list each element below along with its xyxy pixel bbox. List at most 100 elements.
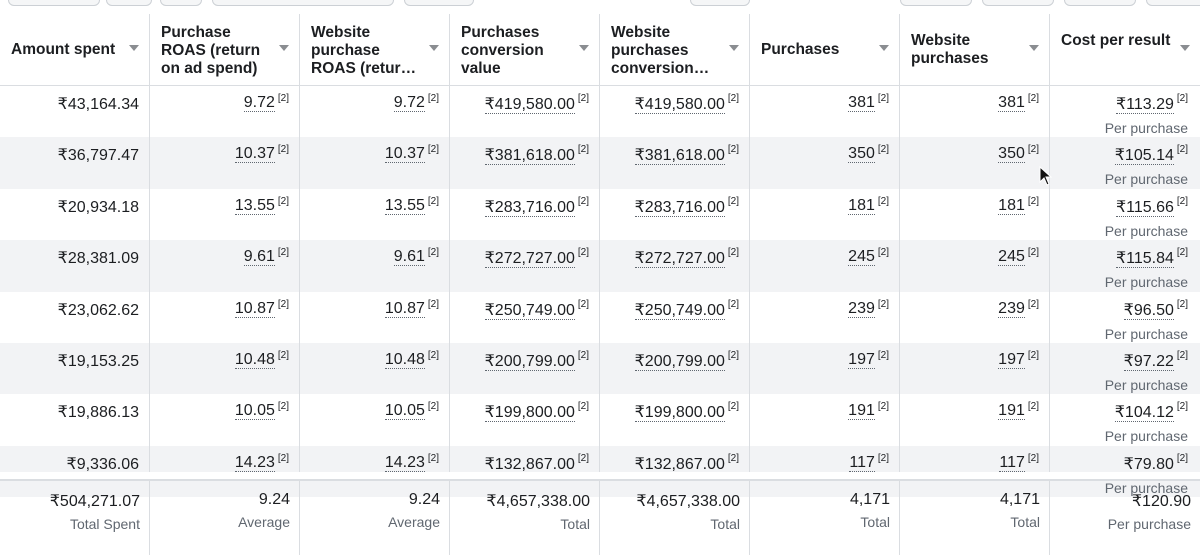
purchases-cell[interactable]: 239 [2] [750,291,900,343]
cell-link-value[interactable]: 10.48 [384,350,425,369]
cell-link-value[interactable]: ₹381,618.00 [634,147,725,166]
sort-caret-icon[interactable] [279,45,289,51]
purchases-cell[interactable]: 381 [2] [750,86,900,138]
website-purchase-roas-cell[interactable]: 9.61 [2] [300,240,450,292]
cell-link-value[interactable]: ₹283,716.00 [634,198,725,217]
toolbar-button[interactable] [982,0,1054,6]
conversion-value-cell[interactable]: ₹250,749.00 [2] [450,291,600,343]
column-header-purchases-conversion-value[interactable]: Purchases conversion value [450,14,600,86]
cell-link-value[interactable]: ₹250,749.00 [484,301,575,320]
purchases-cell[interactable]: 245 [2] [750,240,900,292]
purchase-roas-cell[interactable]: 10.37 [2] [150,137,300,189]
website-purchases-cell[interactable]: 181 [2] [900,188,1050,241]
toolbar-button[interactable] [690,0,750,6]
website-conversion-value-cell[interactable]: ₹200,799.00 [2] [600,342,750,395]
cell-link-value[interactable]: 181 [998,196,1025,215]
cell-link-value[interactable]: 245 [848,248,875,267]
sort-caret-icon[interactable] [129,45,139,51]
cell-link-value[interactable]: 381 [848,94,875,112]
purchase-roas-cell[interactable]: 9.72 [2] [150,86,300,138]
website-purchases-cell[interactable]: 197 [2] [900,342,1050,395]
cost-per-result-cell[interactable]: ₹104.12 [2] Per purchase [1050,394,1200,445]
cell-link-value[interactable]: 117 [999,453,1025,472]
website-conversion-value-cell[interactable]: ₹272,727.00 [2] [600,240,750,292]
toolbar-button[interactable] [106,0,152,6]
conversion-value-cell[interactable]: ₹283,716.00 [2] [450,188,600,241]
cost-per-result-cell[interactable]: ₹79.80 [2] Per purchase [1050,445,1200,498]
cell-link-value[interactable]: ₹96.50 [1123,301,1174,320]
sort-caret-icon[interactable] [1029,45,1039,51]
cell-link-value[interactable]: 14.23 [234,453,275,472]
cell-link-value[interactable]: ₹200,799.00 [484,352,575,371]
website-purchase-roas-cell[interactable]: 14.23 [2] [300,445,450,498]
cost-per-result-cell[interactable]: ₹105.14 [2] Per purchase [1050,137,1200,189]
cell-link-value[interactable]: 350 [848,145,875,164]
toolbar-button[interactable] [212,0,394,6]
sort-caret-icon[interactable] [879,45,889,51]
website-purchases-cell[interactable]: 245 [2] [900,240,1050,292]
cell-link-value[interactable]: 14.23 [384,453,425,472]
column-header-website-purchases-conversion[interactable]: Website purchases conversion… [600,14,750,86]
cost-per-result-cell[interactable]: ₹96.50 [2] Per purchase [1050,292,1200,343]
website-purchases-cell[interactable]: 239 [2] [900,291,1050,343]
cell-link-value[interactable]: 10.87 [384,299,425,318]
cost-per-result-cell[interactable]: ₹97.22 [2] Per purchase [1050,342,1200,395]
purchase-roas-cell[interactable]: 14.23 [2] [150,445,300,498]
cell-link-value[interactable]: ₹200,799.00 [634,352,725,371]
cost-per-result-cell[interactable]: ₹113.29 [2] Per purchase [1050,86,1200,137]
cell-link-value[interactable]: 10.05 [384,402,425,421]
cell-link-value[interactable]: ₹132,867.00 [484,455,575,474]
cell-link-value[interactable]: ₹97.22 [1123,352,1174,371]
sort-caret-icon[interactable] [1180,45,1190,51]
purchase-roas-cell[interactable]: 9.61 [2] [150,240,300,292]
toolbar-button[interactable] [160,0,202,6]
cell-link-value[interactable]: 381 [998,94,1025,112]
purchases-cell[interactable]: 191 [2] [750,394,900,446]
column-header-purchase-roas[interactable]: Purchase ROAS (return on ad spend) [150,14,300,86]
cell-link-value[interactable]: ₹250,749.00 [634,301,725,320]
cell-link-value[interactable]: 191 [998,402,1025,421]
column-header-website-purchase-roas[interactable]: Website purchase ROAS (retur… [300,14,450,86]
purchases-cell[interactable]: 197 [2] [750,342,900,395]
conversion-value-cell[interactable]: ₹132,867.00 [2] [450,445,600,498]
sort-caret-icon[interactable] [579,45,589,51]
cell-link-value[interactable]: ₹199,800.00 [484,404,575,423]
column-header-purchases[interactable]: Purchases [750,14,900,86]
cell-link-value[interactable]: 10.87 [234,299,275,318]
cell-link-value[interactable]: 13.55 [234,196,275,215]
cell-link-value[interactable]: 350 [998,145,1025,164]
purchase-roas-cell[interactable]: 10.05 [2] [150,394,300,446]
cell-link-value[interactable]: 239 [848,299,875,318]
purchase-roas-cell[interactable]: 13.55 [2] [150,188,300,241]
website-purchases-cell[interactable]: 191 [2] [900,394,1050,446]
toolbar-button[interactable] [1146,0,1200,6]
cell-link-value[interactable]: 9.61 [243,248,275,267]
purchases-cell[interactable]: 117 [2] [750,445,900,498]
website-purchases-cell[interactable]: 117 [2] [900,445,1050,498]
purchase-roas-cell[interactable]: 10.87 [2] [150,291,300,343]
purchases-cell[interactable]: 181 [2] [750,188,900,241]
conversion-value-cell[interactable]: ₹272,727.00 [2] [450,240,600,292]
column-header-cost-per-result[interactable]: Cost per result [1050,14,1200,86]
toolbar-button[interactable] [404,0,474,6]
cell-link-value[interactable]: ₹419,580.00 [634,96,725,114]
sort-caret-icon[interactable] [729,45,739,51]
cost-per-result-cell[interactable]: ₹115.84 [2] Per purchase [1050,240,1200,292]
cell-link-value[interactable]: 197 [848,350,875,369]
website-purchase-roas-cell[interactable]: 13.55 [2] [300,188,450,241]
cell-link-value[interactable]: ₹132,867.00 [634,455,725,474]
cell-link-value[interactable]: ₹381,618.00 [484,147,575,166]
conversion-value-cell[interactable]: ₹200,799.00 [2] [450,342,600,395]
cell-link-value[interactable]: 9.72 [393,94,425,112]
cost-per-result-cell[interactable]: ₹115.66 [2] Per purchase [1050,189,1200,240]
column-header-website-purchases[interactable]: Website purchases [900,14,1050,86]
conversion-value-cell[interactable]: ₹381,618.00 [2] [450,137,600,189]
cell-link-value[interactable]: ₹79.80 [1123,455,1174,474]
website-purchase-roas-cell[interactable]: 10.48 [2] [300,342,450,395]
website-conversion-value-cell[interactable]: ₹250,749.00 [2] [600,291,750,343]
cell-link-value[interactable]: 117 [849,453,875,472]
cell-link-value[interactable]: 10.48 [234,350,275,369]
website-conversion-value-cell[interactable]: ₹419,580.00 [2] [600,86,750,138]
cell-link-value[interactable]: 191 [848,402,875,421]
website-purchase-roas-cell[interactable]: 10.87 [2] [300,291,450,343]
